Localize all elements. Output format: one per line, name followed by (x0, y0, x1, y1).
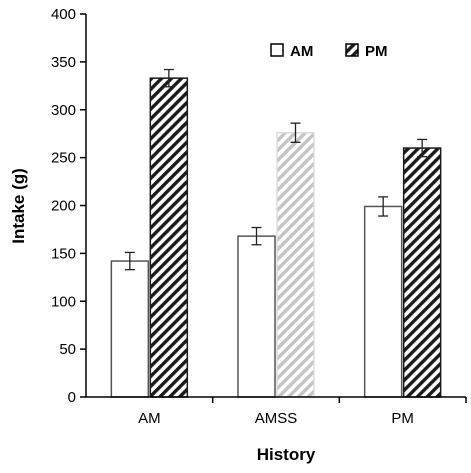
x-category-label: PM (391, 410, 414, 427)
x-category-label: AM (138, 410, 161, 427)
error-bar-am-pm (378, 196, 389, 217)
bar-pm-amss (276, 131, 315, 398)
error-bar-am-am (124, 251, 135, 271)
legend-label-am: AM (290, 43, 313, 60)
error-bar-pm-pm (417, 138, 428, 158)
y-tick-label: 200 (51, 198, 76, 215)
legend-swatch-pm (345, 43, 359, 57)
y-tick-label: 400 (51, 6, 76, 23)
y-tick-label: 150 (51, 245, 76, 262)
error-bar-am-amss (251, 226, 262, 246)
axes-layer (80, 13, 467, 403)
legend-label-pm: PM (365, 43, 388, 60)
y-tick-label: 0 (68, 389, 76, 406)
bars-layer (110, 68, 442, 398)
y-tick-label: 250 (51, 150, 76, 167)
bar-pm-pm (402, 147, 442, 398)
bar-am-pm (363, 205, 403, 398)
error-bar-pm-amss (290, 122, 301, 143)
x-category-label: AMSS (255, 410, 298, 427)
bar-am-am (110, 260, 150, 398)
error-bar-pm-am (163, 68, 174, 88)
y-tick-label: 300 (51, 102, 76, 119)
legend-swatch-am (270, 43, 284, 57)
bar-am-amss (237, 235, 276, 398)
x-axis-title: History (257, 445, 316, 464)
y-tick-label: 100 (51, 293, 76, 310)
labels-layer: 0 50 100 150 200 250 300 350 400 AM AMSS PM (51, 6, 414, 427)
y-axis-title: Intake (g) (9, 168, 28, 244)
bar-pm-am (149, 77, 189, 398)
y-tick-label: 350 (51, 54, 76, 71)
y-tick-label: 50 (59, 341, 76, 358)
legend: AM PM (270, 43, 388, 60)
